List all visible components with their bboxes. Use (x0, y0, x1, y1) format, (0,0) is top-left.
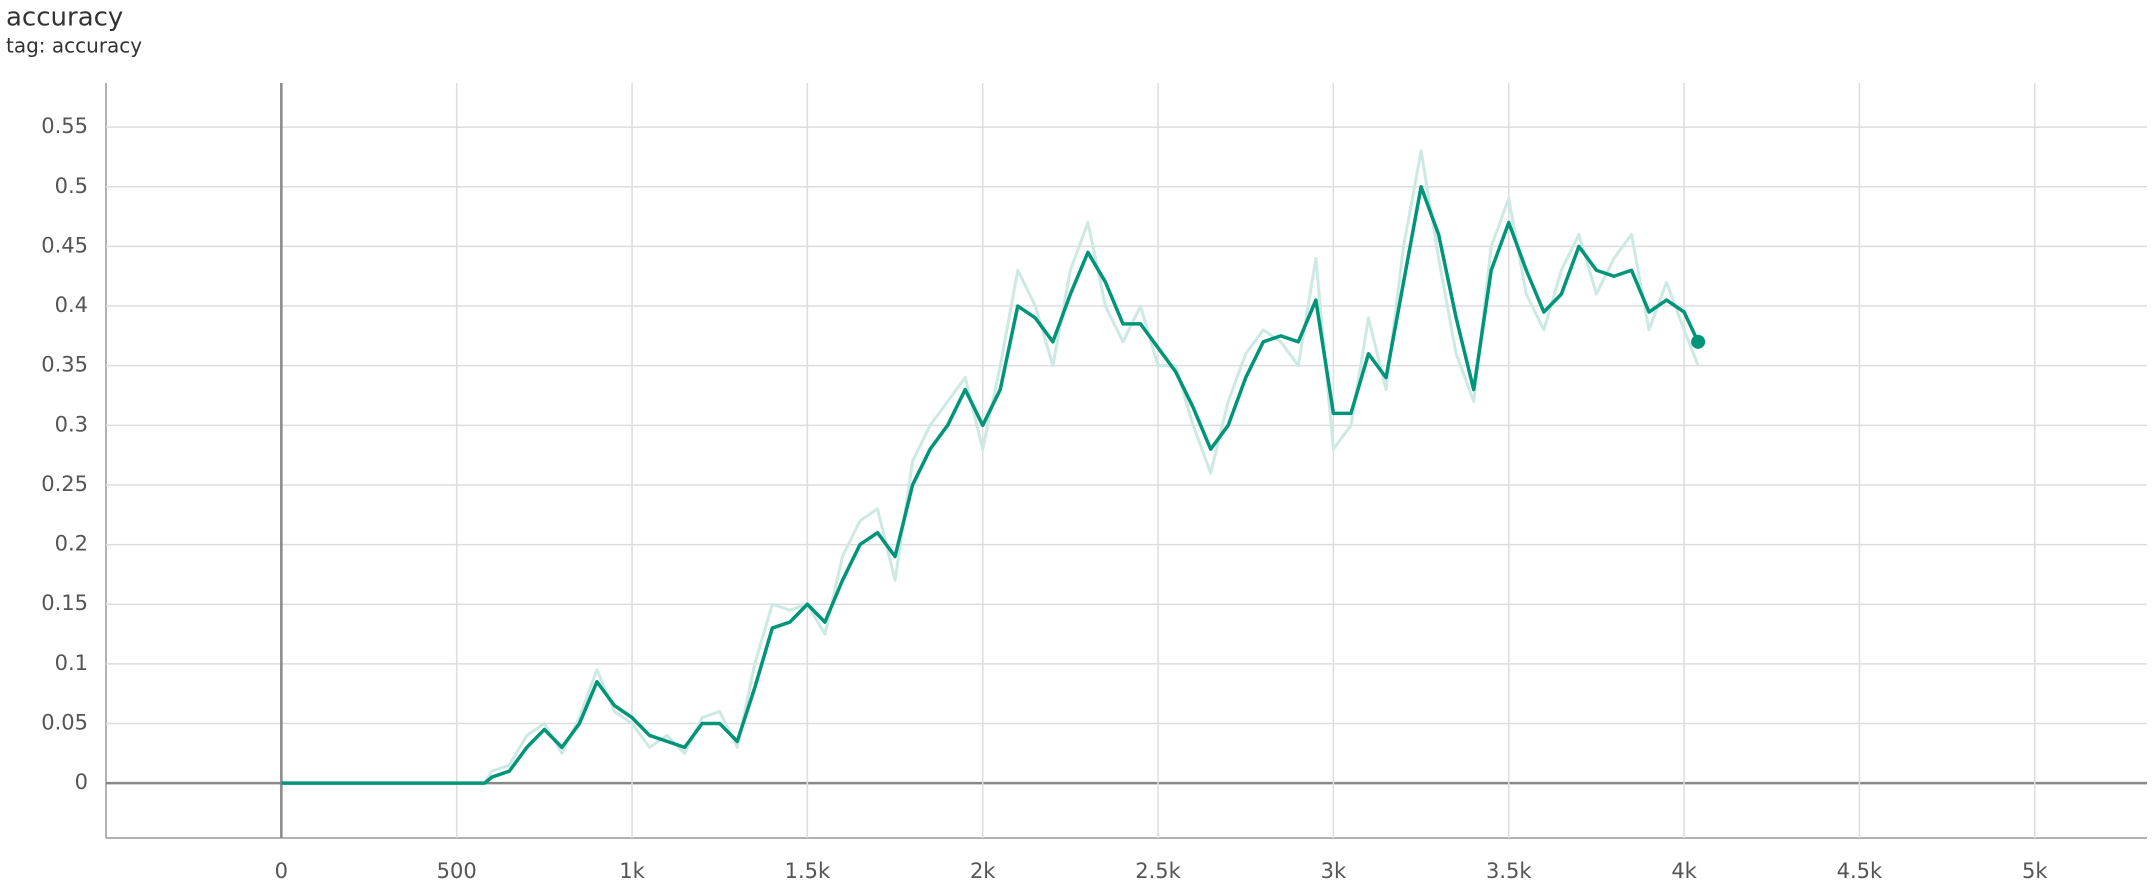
x-tick-label: 2k (970, 859, 996, 883)
x-tick-label: 1k (619, 859, 645, 883)
x-tick-label: 0 (275, 859, 288, 883)
y-tick-label: 0.25 (41, 472, 88, 496)
y-tick-label: 0.35 (41, 353, 88, 377)
y-tick-label: 0.55 (41, 114, 88, 138)
y-tick-label: 0.05 (41, 710, 88, 734)
x-tick-label: 5k (2022, 859, 2048, 883)
x-tick-label: 500 (437, 859, 477, 883)
x-tick-label: 3.5k (1486, 859, 1532, 883)
y-tick-label: 0.45 (41, 233, 88, 257)
x-tick-label: 2.5k (1135, 859, 1181, 883)
x-tick-label: 3k (1321, 859, 1347, 883)
x-tick-label: 1.5k (785, 859, 831, 883)
y-tick-label: 0.3 (55, 412, 88, 436)
y-tick-label: 0.4 (55, 293, 88, 317)
x-tick-label: 4k (1671, 859, 1697, 883)
y-tick-label: 0.5 (55, 174, 88, 198)
chart-subtitle: tag: accuracy (6, 34, 142, 58)
y-tick-label: 0.1 (55, 651, 88, 675)
y-tick-label: 0 (75, 770, 88, 794)
end-point (1691, 334, 1706, 349)
y-tick-label: 0.15 (41, 591, 88, 615)
chart-title: accuracy (6, 3, 123, 33)
y-tick-label: 0.2 (55, 532, 88, 556)
line-series (281, 185, 1700, 785)
x-tick-label: 4.5k (1837, 859, 1883, 883)
